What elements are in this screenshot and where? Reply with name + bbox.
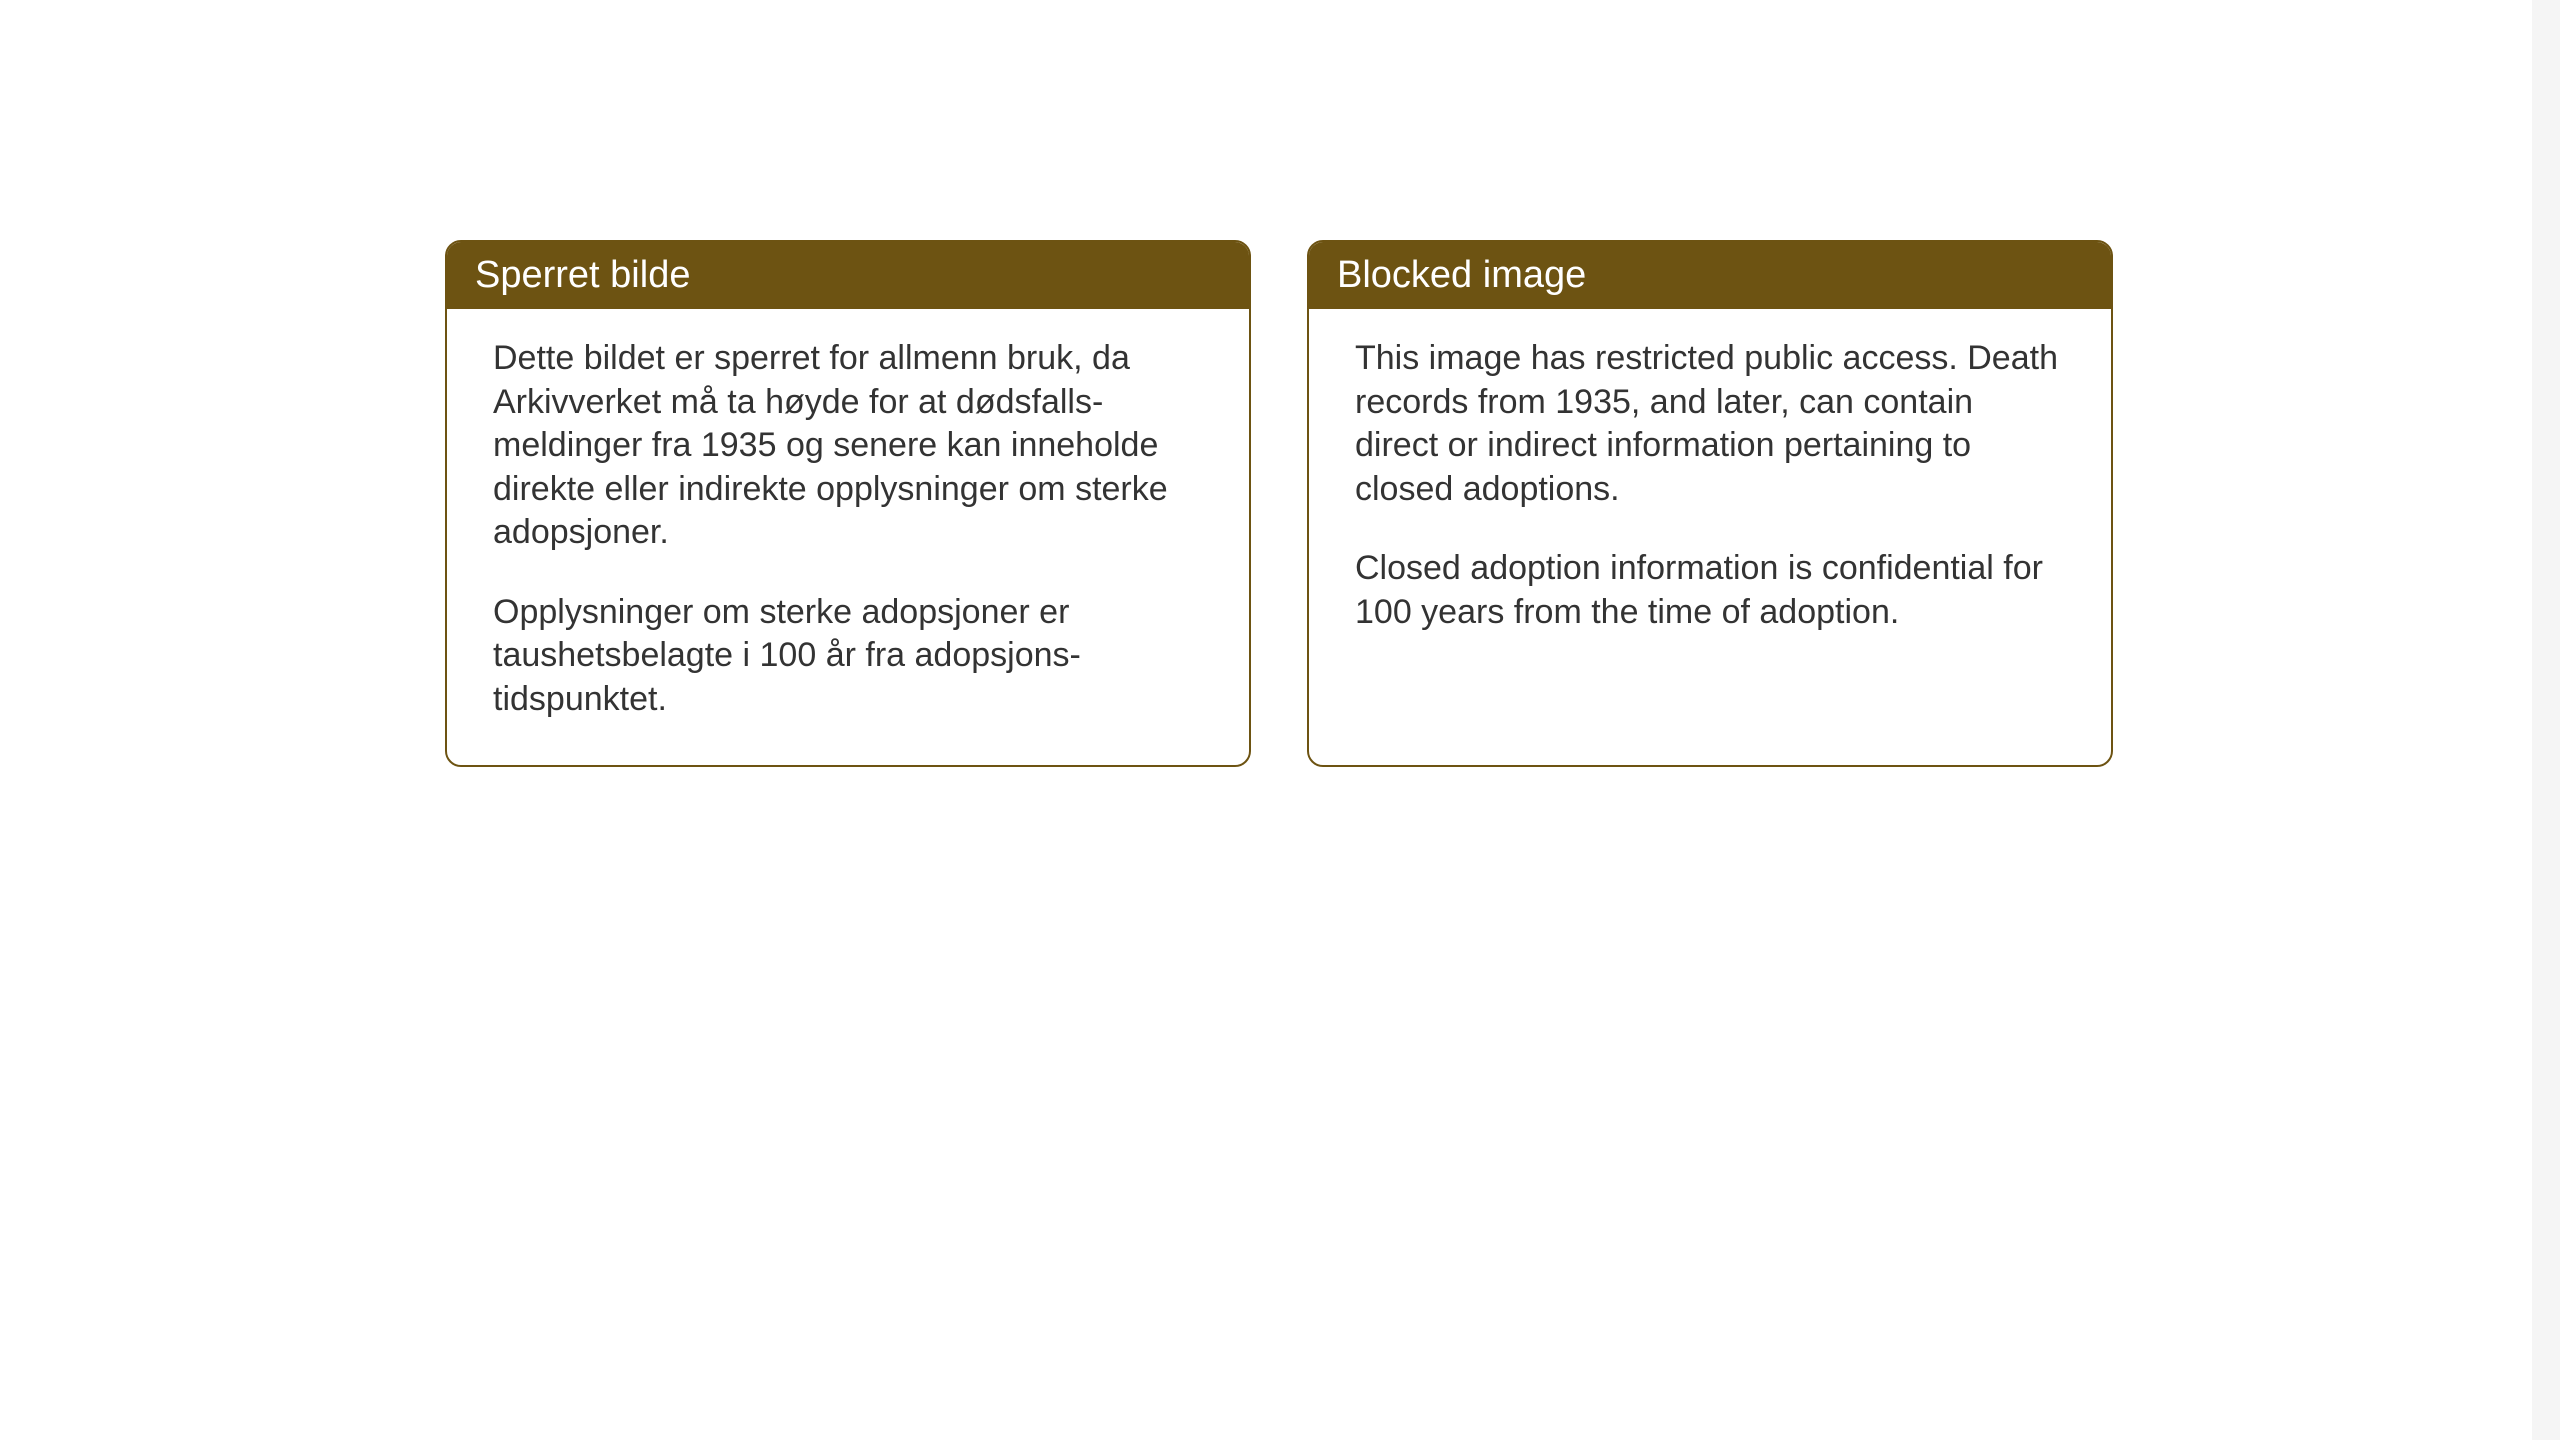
notice-card-header-norwegian: Sperret bilde	[447, 242, 1249, 309]
notice-paragraph-2-english: Closed adoption information is confident…	[1355, 547, 2065, 634]
notice-card-norwegian: Sperret bilde Dette bildet er sperret fo…	[445, 240, 1251, 767]
notice-paragraph-2-norwegian: Opplysninger om sterke adopsjoner er tau…	[493, 591, 1203, 722]
notice-card-body-norwegian: Dette bildet er sperret for allmenn bruk…	[447, 309, 1249, 765]
notice-card-english: Blocked image This image has restricted …	[1307, 240, 2113, 767]
notice-paragraph-1-english: This image has restricted public access.…	[1355, 337, 2065, 511]
notice-cards-container: Sperret bilde Dette bildet er sperret fo…	[445, 240, 2113, 767]
notice-card-body-english: This image has restricted public access.…	[1309, 309, 2111, 678]
notice-title-norwegian: Sperret bilde	[475, 254, 690, 296]
notice-paragraph-1-norwegian: Dette bildet er sperret for allmenn bruk…	[493, 337, 1203, 555]
notice-card-header-english: Blocked image	[1309, 242, 2111, 309]
notice-title-english: Blocked image	[1337, 254, 1586, 296]
vertical-scrollbar[interactable]	[2532, 0, 2560, 1440]
